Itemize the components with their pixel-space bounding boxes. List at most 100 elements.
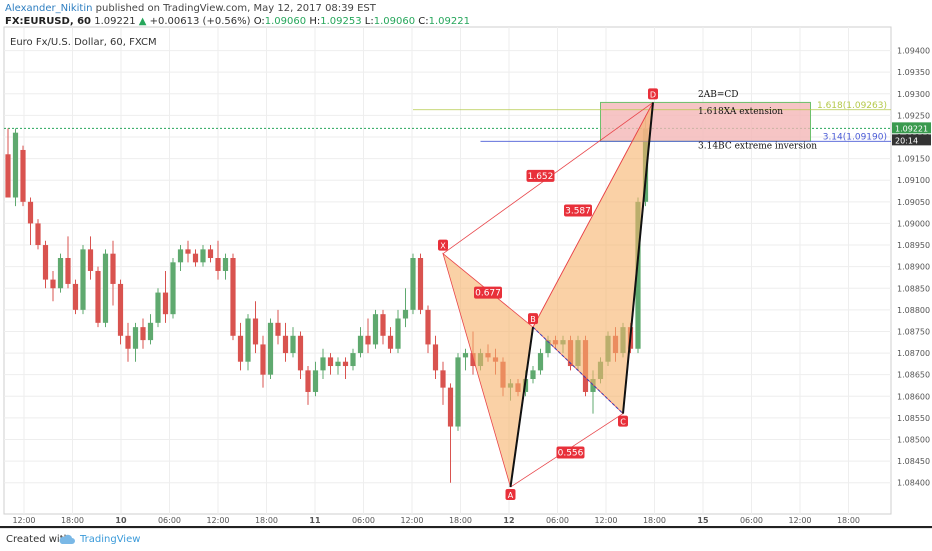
pattern-annotation: 1.618XA extension [698,107,783,117]
y-tick-label: 1.08900 [897,263,930,272]
x-tick-label: 12 [503,516,514,525]
candle [417,253,424,315]
ratio-badge [564,204,592,217]
candle [290,327,296,358]
ratio-label: 0.677 [475,289,501,299]
high-value: 1.09253 [320,16,362,27]
candle-body [350,353,356,367]
candle-body [65,258,71,284]
y-tick-label: 1.09400 [897,47,930,56]
candle [102,249,109,328]
bc-dashed-line [532,326,624,414]
ratio-label: 1.652 [528,172,554,182]
candle [530,366,536,384]
candle [410,253,416,315]
candle [170,258,176,319]
y-tick-label: 1.09350 [897,68,930,77]
y-tick-label: 1.08400 [897,479,930,488]
pattern-point-marker [438,239,448,251]
candle [335,357,341,375]
candle-body [395,318,401,349]
pattern-annotation: 2AB=CD [698,90,738,100]
price-chart[interactable]: 1.618(1.09263) 3.14(1.09190) X A B C D 1.652 0.6… [0,0,932,526]
candle [267,318,274,379]
candle-body [102,253,109,323]
grid [4,27,891,514]
x-tick-label: 18:00 [837,516,860,525]
candle-body [260,344,266,375]
publish-info: Alexander_Nikitin published on TradingVi… [5,3,376,14]
pattern-point-label: A [508,491,514,500]
ohlc-legend: FX:EURUSD, 60 1.09221 ▲ +0.00613 (+0.56%… [5,16,470,27]
candle-body [410,258,416,310]
candle-body [147,322,154,341]
last-price-tag [892,122,931,134]
x-tick-label: 18:00 [643,516,666,525]
candle-body [417,258,424,310]
chart-title: Euro Fx/U.S. Dollar, 60, FXCM [10,37,157,48]
candle-body [590,379,596,392]
candle [57,253,64,293]
candle [350,348,356,371]
candle-body [95,270,101,323]
candle-body [155,292,161,323]
candle-body [132,327,139,349]
ratio-badge [474,286,502,299]
candle-body [80,249,86,310]
x-tick-label: 06:00 [352,516,375,525]
candle [365,318,371,354]
pattern-point-marker [618,415,628,427]
y-tick-label: 1.08800 [897,306,930,315]
candle-body [402,309,409,319]
candle [20,145,26,207]
candle [387,327,394,354]
candle [327,353,334,375]
candle-body [230,258,236,336]
fib-level-label: 3.14(1.09190) [823,132,887,142]
pattern-point-label: C [620,418,626,427]
candle-body [222,258,229,271]
x-tick-label: 06:00 [740,516,763,525]
candle [177,245,184,271]
x-tick-label: 12:00 [206,516,229,525]
last-price: 1.09221 [94,16,136,27]
published-text: published on TradingView.com, May 12, 20… [95,3,376,14]
candle [132,322,139,362]
candle-body [110,253,116,284]
x-tick-label: 11 [309,516,321,525]
candle-body [447,387,454,427]
footer: Created with TradingView [0,528,932,551]
candle [65,236,71,289]
x-tick-label: 12:00 [400,516,423,525]
candle-body [162,292,169,315]
candle-body [42,245,49,280]
candle [462,348,469,371]
candle-body [170,262,176,315]
candle-body [192,253,199,263]
symbol-label: FX:EURUSD, 60 [5,16,92,27]
cd-leg [622,102,654,414]
candle [380,309,386,345]
fib-level-label: 1.618(1.09263) [817,101,887,111]
candle [27,197,34,246]
candle-body [57,258,64,289]
ratio-badge [526,169,555,182]
created-with-text: Created with [6,534,70,545]
x-tick-label: 18:00 [61,516,84,525]
candle [237,322,244,371]
candle [537,348,544,375]
y-tick-label: 1.09000 [897,219,930,228]
candle [42,240,49,289]
ab-leg [509,327,534,488]
candle [200,245,206,267]
author-link[interactable]: Alexander_Nikitin [5,3,93,14]
candle [12,128,19,207]
candle-body [327,357,334,367]
y-tick-label: 1.08500 [897,436,930,445]
candle-body [27,201,34,224]
candle-body [12,132,19,198]
candle [395,309,401,354]
tradingview-brand[interactable]: TradingView [80,534,141,545]
harmonic-pattern[interactable]: 1.618(1.09263) 3.14(1.09190) X A B C D 1.652 0.6… [413,88,891,501]
candle [305,366,311,405]
